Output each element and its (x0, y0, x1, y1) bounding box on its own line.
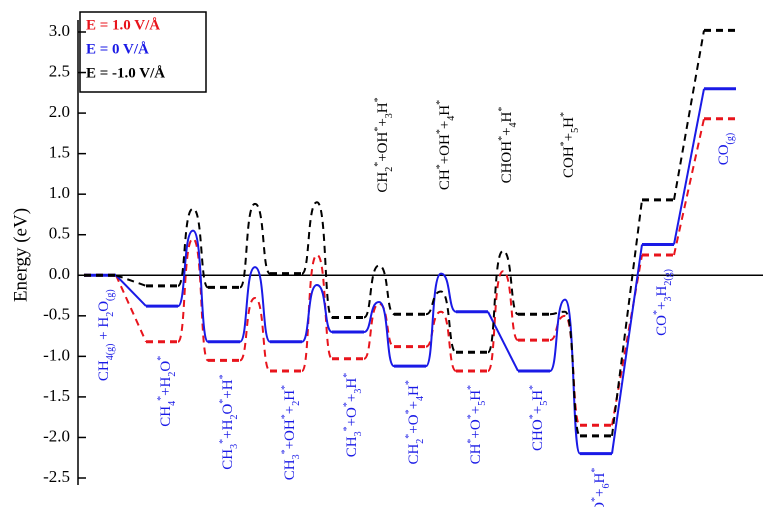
transition-state (363, 302, 395, 360)
y-tick-label: 1.0 (49, 183, 70, 202)
state-label: CH3*+O*+3H* (342, 373, 364, 457)
y-tick-label: 0.5 (49, 224, 70, 243)
transition-state (301, 253, 333, 372)
y-tick-label: 1.5 (49, 143, 70, 162)
transition-state (425, 310, 457, 372)
legend-label: E = -1.0 V/Å (86, 65, 165, 81)
connector (115, 274, 147, 307)
annotation: COH*+5H* (559, 112, 581, 178)
transition-state (549, 310, 581, 437)
connector (673, 30, 705, 201)
transition-state (177, 229, 209, 343)
transition-state (239, 202, 271, 289)
y-tick-label: 3.0 (49, 21, 70, 40)
transition-state (363, 301, 395, 368)
connector (611, 199, 643, 436)
state-label: CH4*+H2O* (156, 356, 178, 427)
legend-label: E = 0 V/Å (86, 41, 149, 57)
transition-state (239, 296, 271, 372)
state-label: CH3*+H2O*+H* (218, 374, 240, 469)
y-tick-label: -1.0 (43, 345, 70, 364)
y-tick-label: 2.5 (49, 61, 70, 80)
state-label: CH*+O*+5H* (466, 385, 488, 464)
state-label: CH2*+O*+4H* (404, 380, 426, 464)
legend-label: E = 1.0 V/Å (86, 17, 160, 33)
transition-state (549, 298, 581, 455)
connector (487, 311, 519, 372)
connector (115, 274, 147, 343)
transition-state (301, 201, 333, 319)
y-tick-label: -2.5 (43, 467, 70, 486)
transition-state (487, 249, 519, 354)
transition-state (177, 237, 209, 362)
transition-state (301, 284, 333, 343)
transition-state (177, 207, 209, 289)
y-tick-label: 2.0 (49, 102, 70, 121)
transition-state (239, 266, 271, 343)
y-tick-label: -2.0 (43, 426, 70, 445)
annotation: CH2*+OH*+3H* (373, 97, 395, 192)
connector (611, 244, 643, 454)
state-label: CHO*+5H* (528, 385, 550, 451)
annotation: CHOH*+4H* (497, 107, 519, 184)
state-label: CO*+3H2(g) (652, 269, 674, 336)
y-axis-label: Energy (eV) (10, 208, 31, 302)
y-tick-label: -0.5 (43, 305, 70, 324)
state-label: CO*+6H* (590, 468, 612, 507)
connector (673, 118, 705, 256)
transition-state (425, 290, 457, 354)
transition-state (363, 264, 395, 319)
transition-state (487, 270, 519, 372)
legend (79, 11, 207, 93)
transition-state (425, 272, 457, 368)
state-label: CO(g) (716, 133, 735, 166)
y-tick-label: -1.5 (43, 386, 70, 405)
connector (115, 274, 147, 287)
state-label: CH4(g) + H2O(g) (96, 289, 115, 381)
y-tick-label: 0.0 (49, 264, 70, 283)
connector (673, 88, 705, 245)
annotation: CH*+OH*+4H* (435, 100, 457, 190)
state-label: CH3*+OH*+2H* (280, 385, 302, 480)
